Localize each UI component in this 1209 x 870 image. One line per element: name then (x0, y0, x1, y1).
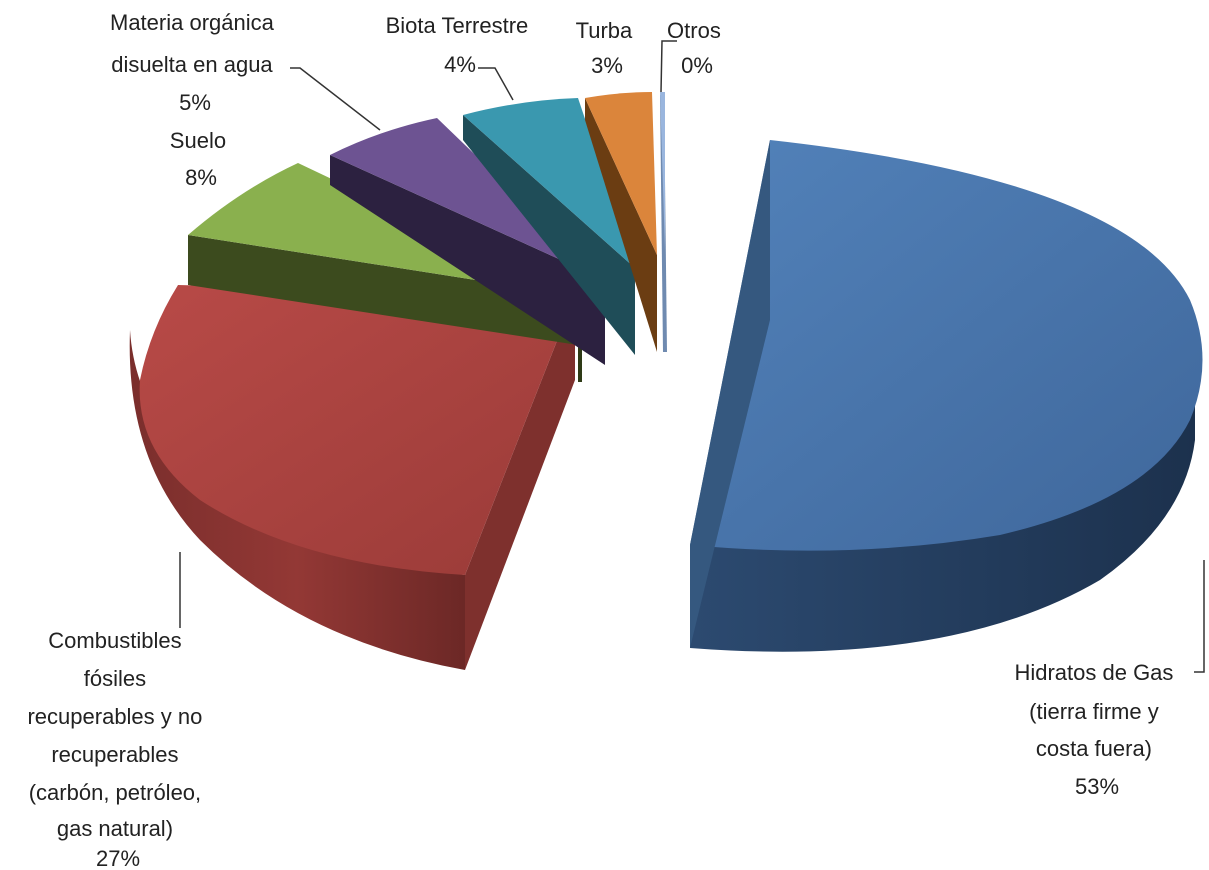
slice-turba-side (585, 98, 657, 352)
label-suelo: Suelo 8% (170, 128, 232, 190)
label-materia-line1: Materia orgánica (110, 10, 275, 35)
leader-biota (478, 67, 514, 101)
label-materia: Materia orgánica disuelta en agua 5% (110, 10, 280, 115)
label-biota: Biota Terrestre 4% (386, 13, 535, 77)
label-hidratos-value: 53% (1075, 774, 1119, 799)
label-suelo-line1: Suelo (170, 128, 226, 153)
slice-otros-top (660, 92, 665, 250)
label-hidratos: Hidratos de Gas (tierra firme y costa fu… (1014, 660, 1179, 799)
slice-materia-top (330, 118, 605, 280)
label-hidratos-line2: (tierra firme y (1029, 699, 1159, 724)
slice-suelo-side (188, 235, 578, 345)
slice-turba (585, 92, 657, 352)
slice-otros (660, 92, 667, 352)
label-biota-value: 4% (444, 52, 476, 77)
slice-materia-side (330, 155, 605, 365)
label-suelo-value: 8% (185, 165, 217, 190)
label-combustibles-line3: recuperables y no (27, 704, 202, 729)
slice-combustibles-cut-face (465, 295, 575, 670)
label-combustibles-value: 27% (96, 846, 140, 870)
label-combustibles-line4: recuperables (51, 742, 178, 767)
label-turba-value: 3% (591, 53, 623, 78)
slice-combustibles-side (129, 330, 465, 670)
label-combustibles-line6: gas natural) (57, 816, 173, 841)
label-turba: Turba 3% (576, 18, 639, 78)
slice-combustibles (129, 285, 575, 670)
slice-hidratos-de-gas (690, 140, 1203, 652)
slice-materia-organica (330, 118, 605, 365)
slice-turba-top (585, 92, 657, 255)
label-turba-line1: Turba (576, 18, 633, 43)
slice-hidratos-side (690, 330, 1195, 652)
label-combustibles-line1: Combustibles (48, 628, 181, 653)
label-combustibles-line2: fósiles (84, 666, 146, 691)
label-biota-line1: Biota Terrestre (386, 13, 529, 38)
leader-otros (660, 40, 677, 93)
leader-materia (290, 67, 381, 131)
label-hidratos-line1: Hidratos de Gas (1014, 660, 1173, 685)
label-combustibles-line5: (carbón, petróleo, (29, 780, 201, 805)
label-otros: Otros 0% (667, 18, 727, 78)
slice-biota-side (463, 115, 635, 355)
slice-hidratos-top (690, 140, 1203, 551)
label-otros-value: 0% (681, 53, 713, 78)
label-materia-line2: disuelta en agua (111, 52, 273, 77)
label-otros-line1: Otros (667, 18, 721, 43)
label-materia-value: 5% (179, 90, 211, 115)
slice-hidratos-inner-face (690, 140, 770, 648)
label-hidratos-line3: costa fuera) (1036, 736, 1152, 761)
leader-hidratos (1194, 560, 1205, 673)
label-combustibles: Combustibles fósiles recuperables y no r… (27, 628, 208, 870)
slice-otros-side (660, 95, 667, 352)
slice-combustibles-top (139, 285, 575, 575)
